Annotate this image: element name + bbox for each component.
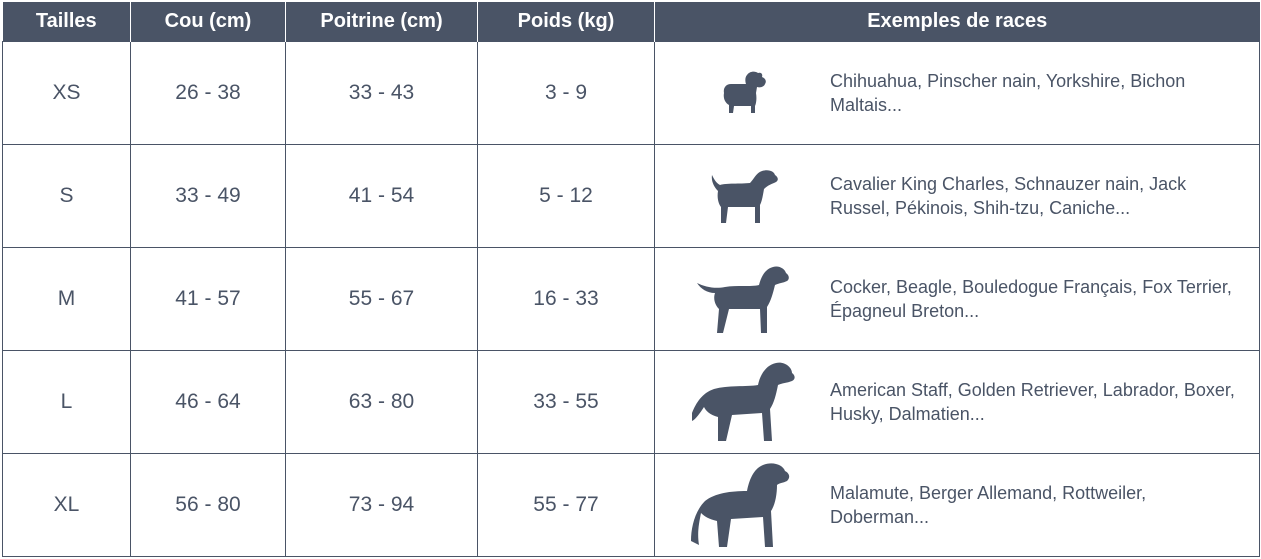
header-breeds: Exemples de races (654, 2, 1260, 42)
size-cell: M (2, 247, 131, 351)
size-cell: XS (2, 41, 131, 145)
chest-cell: 63 - 80 (285, 350, 478, 454)
weight-cell: 3 - 9 (477, 41, 655, 145)
breeds-text: American Staff, Golden Retriever, Labrad… (830, 380, 1235, 424)
giant-dog-icon (690, 463, 789, 547)
breeds-text: Chihuahua, Pinscher nain, Yorkshire, Bic… (830, 71, 1186, 115)
neck-cell: 46 - 64 (130, 350, 286, 454)
weight-cell: 16 - 33 (477, 247, 655, 351)
header-weight: Poids (kg) (477, 2, 655, 42)
weight-cell: 33 - 55 (477, 350, 655, 454)
header-row: Tailles Cou (cm) Poitrine (cm) Poids (kg… (2, 2, 1260, 42)
neck-cell: 26 - 38 (130, 41, 286, 145)
size-cell: S (2, 144, 131, 248)
chest-cell: 41 - 54 (285, 144, 478, 248)
neck-cell: 41 - 57 (130, 247, 286, 351)
chest-cell: 55 - 67 (285, 247, 478, 351)
breeds-cell: Chihuahua, Pinscher nain, Yorkshire, Bic… (654, 41, 1260, 145)
breeds-cell: Malamute, Berger Allemand, Rottweiler, D… (654, 453, 1260, 557)
table-row: M 41 - 57 55 - 67 16 - 33 Cocker, Beagle… (2, 247, 1260, 351)
large-dog-icon (691, 362, 795, 441)
table-row: S 33 - 49 41 - 54 5 - 12 Cavalier King C… (2, 144, 1260, 248)
table-row: XS 26 - 38 33 - 43 3 - 9 Chihuahua, Pins… (2, 41, 1260, 145)
size-cell: XL (2, 453, 131, 557)
neck-cell: 33 - 49 (130, 144, 286, 248)
table-row: XL 56 - 80 73 - 94 55 - 77 Malamute, Ber… (2, 453, 1260, 557)
small-dog-icon (723, 71, 766, 113)
size-cell: L (2, 350, 131, 454)
breeds-text: Cocker, Beagle, Bouledogue Français, Fox… (830, 277, 1232, 321)
chest-cell: 73 - 94 (285, 453, 478, 557)
medium-dog-icon (696, 266, 789, 333)
breeds-cell: Cocker, Beagle, Bouledogue Français, Fox… (654, 247, 1260, 351)
terrier-dog-icon (711, 170, 778, 223)
chest-cell: 33 - 43 (285, 41, 478, 145)
breeds-cell: Cavalier King Charles, Schnauzer nain, J… (654, 144, 1260, 248)
header-chest: Poitrine (cm) (285, 2, 478, 42)
neck-cell: 56 - 80 (130, 453, 286, 557)
header-neck: Cou (cm) (130, 2, 286, 42)
breeds-text: Cavalier King Charles, Schnauzer nain, J… (830, 174, 1187, 218)
breeds-text: Malamute, Berger Allemand, Rottweiler, D… (830, 483, 1147, 527)
weight-cell: 5 - 12 (477, 144, 655, 248)
breeds-cell: American Staff, Golden Retriever, Labrad… (654, 350, 1260, 454)
table-row: L 46 - 64 63 - 80 33 - 55 American Staff… (2, 350, 1260, 454)
weight-cell: 55 - 77 (477, 453, 655, 557)
header-size: Tailles (2, 2, 131, 42)
